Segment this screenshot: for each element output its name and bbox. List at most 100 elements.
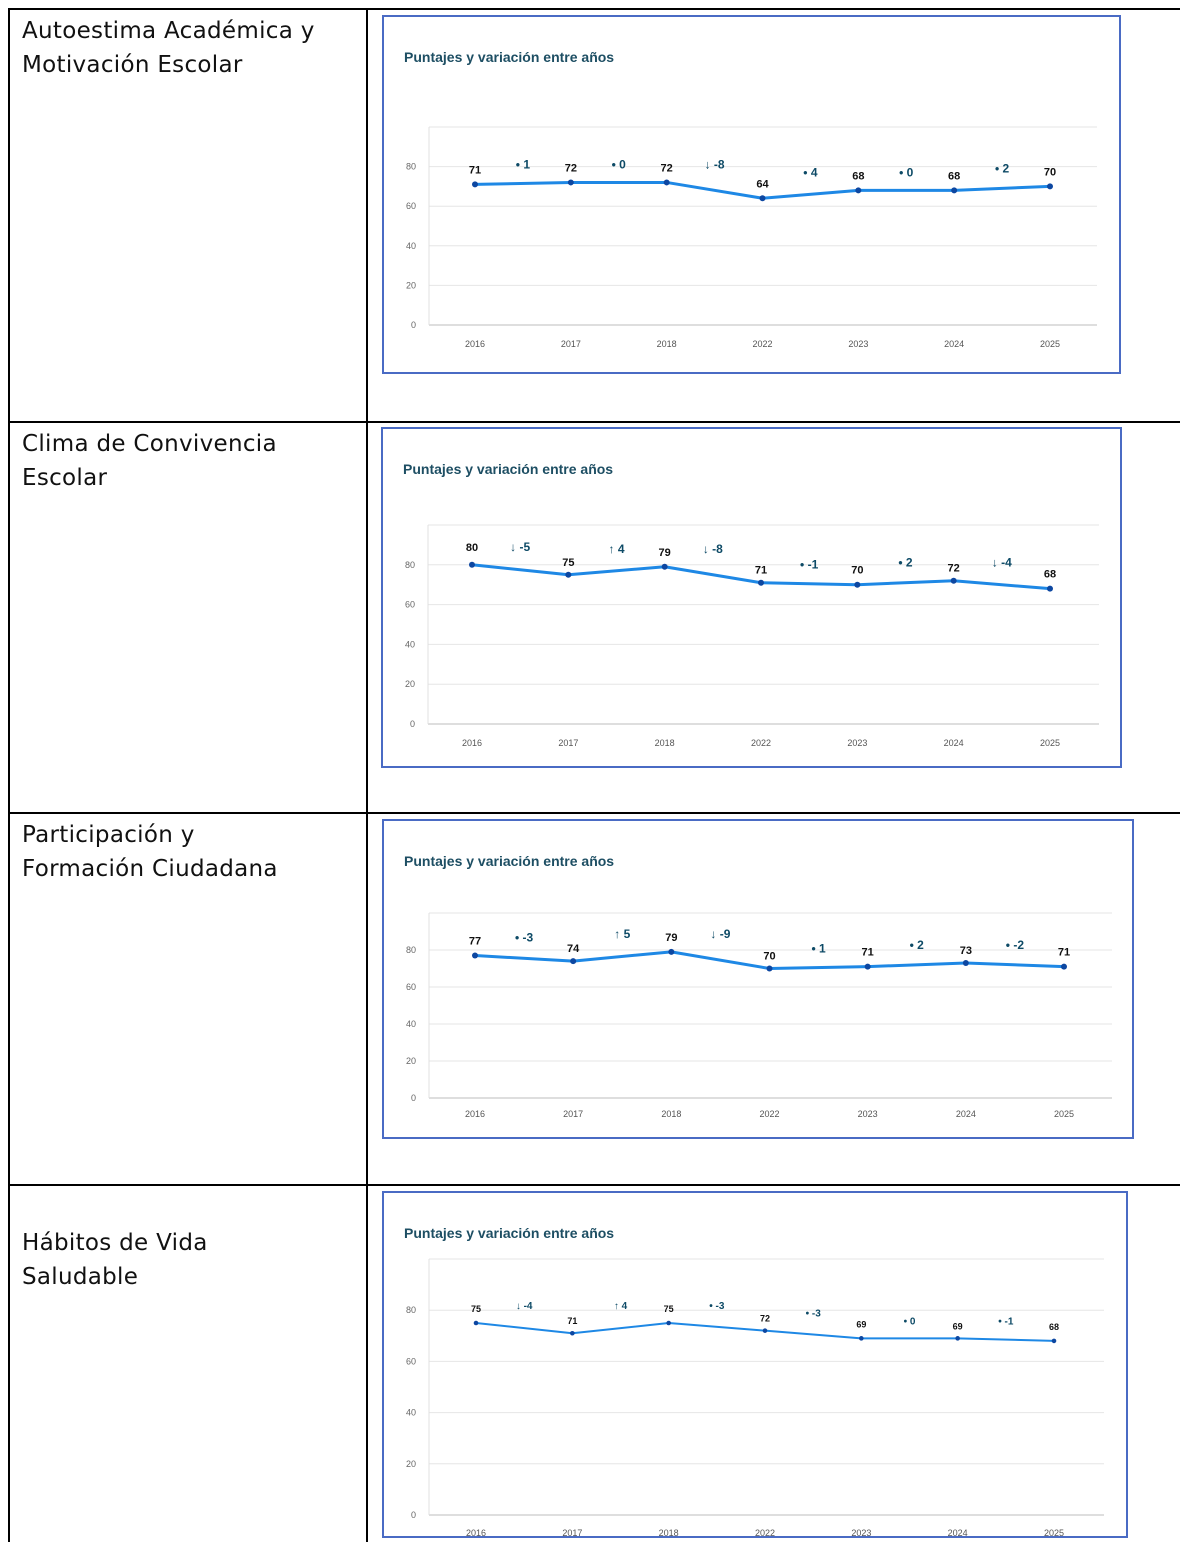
row-label-line: Escolar xyxy=(22,465,108,491)
row-label: Clima de Convivencia Escolar xyxy=(22,427,277,495)
data-point xyxy=(855,187,862,194)
y-tick-label: 60 xyxy=(406,201,416,211)
data-label: 68 xyxy=(1049,1322,1059,1332)
y-tick-label: 60 xyxy=(405,600,415,610)
data-point xyxy=(469,561,475,568)
y-tick-label: 80 xyxy=(406,1305,416,1315)
data-label: 68 xyxy=(948,170,960,182)
x-tick-label: 2016 xyxy=(462,738,482,748)
data-point xyxy=(473,1320,479,1326)
x-tick-label: 2018 xyxy=(661,1109,681,1119)
y-tick-label: 0 xyxy=(410,719,415,729)
data-label: 68 xyxy=(852,170,864,182)
x-tick-label: 2022 xyxy=(755,1528,775,1538)
chart-panel: Puntajes y variación entre años 0 20 40 60 8… xyxy=(382,1191,1128,1538)
variation-label: • -3 xyxy=(709,1301,725,1312)
data-point xyxy=(864,963,871,970)
data-label: 71 xyxy=(567,1316,577,1326)
data-label: 72 xyxy=(760,1314,770,1324)
x-tick-label: 2017 xyxy=(563,1109,583,1119)
data-point xyxy=(1051,1338,1057,1344)
variation-label: ↓ -8 xyxy=(705,157,725,171)
x-tick-label: 2025 xyxy=(1054,1109,1074,1119)
y-tick-label: 40 xyxy=(406,241,416,251)
row-label: Participación y Formación Ciudadana xyxy=(22,818,278,886)
y-tick-label: 20 xyxy=(405,679,415,689)
x-tick-label: 2018 xyxy=(659,1528,679,1538)
table-column-divider xyxy=(366,8,368,1542)
data-point xyxy=(565,571,572,578)
y-tick-label: 80 xyxy=(405,560,415,570)
row-label-line: Saludable xyxy=(22,1264,139,1290)
variation-label: • 2 xyxy=(995,161,1010,175)
data-point xyxy=(1047,183,1053,190)
table-border-top xyxy=(8,8,1180,10)
data-point xyxy=(950,577,957,584)
data-point xyxy=(859,1336,864,1341)
x-tick-label: 2023 xyxy=(847,738,867,748)
data-point xyxy=(567,179,574,186)
line-chart: 0 20 40 60 80 2016 2017 2018 2022 2023 2024 2025 77 7… xyxy=(406,912,1112,1119)
data-point xyxy=(766,965,773,972)
data-label: 79 xyxy=(659,547,671,559)
y-tick-label: 0 xyxy=(411,1093,416,1103)
row-label-line: Hábitos de Vida xyxy=(22,1230,208,1256)
table-row-divider xyxy=(8,1184,1180,1186)
y-tick-label: 40 xyxy=(406,1019,416,1029)
x-tick-label: 2022 xyxy=(759,1109,779,1119)
x-tick-label: 2022 xyxy=(752,339,772,349)
data-label: 75 xyxy=(664,1304,674,1314)
x-tick-label: 2018 xyxy=(657,339,677,349)
data-label: 71 xyxy=(755,565,767,577)
variation-label: ↑ 4 xyxy=(608,542,624,556)
data-point xyxy=(663,179,670,186)
data-label: 68 xyxy=(1044,569,1056,581)
data-point xyxy=(962,959,969,966)
x-tick-label: 2025 xyxy=(1044,1528,1064,1538)
variation-label: • -3 xyxy=(515,931,534,945)
x-tick-label: 2025 xyxy=(1040,339,1060,349)
data-label: 70 xyxy=(763,951,775,963)
data-point xyxy=(955,1336,960,1341)
variation-label: ↓ -5 xyxy=(510,540,530,554)
chart-panel: Puntajes y variación entre años 0 20 40 60 8… xyxy=(382,819,1134,1139)
table-border-left xyxy=(8,8,10,1542)
y-tick-label: 0 xyxy=(411,320,416,330)
table-row-divider xyxy=(8,812,1180,814)
x-tick-label: 2024 xyxy=(944,738,964,748)
y-tick-label: 60 xyxy=(406,982,416,992)
table-row-divider xyxy=(8,421,1180,423)
data-label: 72 xyxy=(565,162,577,174)
row-label: Autoestima Académica y Motivación Escola… xyxy=(22,14,315,82)
x-tick-label: 2017 xyxy=(561,339,581,349)
data-point xyxy=(472,952,478,959)
y-tick-label: 40 xyxy=(405,639,415,649)
data-label: 70 xyxy=(1044,166,1056,178)
row-label-line: Clima de Convivencia xyxy=(22,431,277,457)
variation-label: • -1 xyxy=(998,1316,1014,1327)
x-tick-label: 2024 xyxy=(956,1109,976,1119)
data-point xyxy=(762,1328,768,1333)
data-label: 75 xyxy=(562,557,574,569)
variation-label: ↓ -9 xyxy=(710,927,730,941)
variation-label: • 0 xyxy=(904,1316,916,1327)
data-point xyxy=(1061,963,1067,970)
data-label: 69 xyxy=(856,1319,866,1329)
x-tick-label: 2024 xyxy=(944,339,964,349)
data-point xyxy=(570,1330,575,1336)
y-tick-label: 20 xyxy=(406,1459,416,1469)
x-tick-label: 2016 xyxy=(465,339,485,349)
row-label: Hábitos de Vida Saludable xyxy=(22,1226,208,1294)
data-point xyxy=(668,948,675,955)
chart-panel: Puntajes y variación entre años 0 20 40 60 8… xyxy=(381,427,1122,768)
data-label: 71 xyxy=(469,164,481,176)
variation-label: ↓ -8 xyxy=(703,542,723,556)
data-point xyxy=(570,958,577,965)
variation-label: • 0 xyxy=(612,157,627,171)
chart-panel: Puntajes y variación entre años 0 20 40 60 8… xyxy=(382,15,1121,374)
y-tick-label: 60 xyxy=(406,1356,416,1366)
x-tick-label: 2016 xyxy=(465,1109,485,1119)
variation-label: • 2 xyxy=(910,938,925,952)
y-tick-label: 80 xyxy=(406,945,416,955)
x-tick-label: 2016 xyxy=(466,1528,486,1538)
